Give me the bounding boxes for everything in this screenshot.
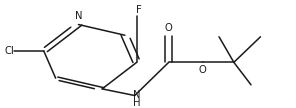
Text: H: H [133, 98, 141, 108]
Text: N: N [133, 90, 141, 100]
Text: N: N [75, 11, 82, 21]
Text: O: O [199, 65, 207, 75]
Text: O: O [165, 23, 173, 33]
Text: Cl: Cl [5, 46, 14, 56]
Text: F: F [136, 5, 141, 15]
